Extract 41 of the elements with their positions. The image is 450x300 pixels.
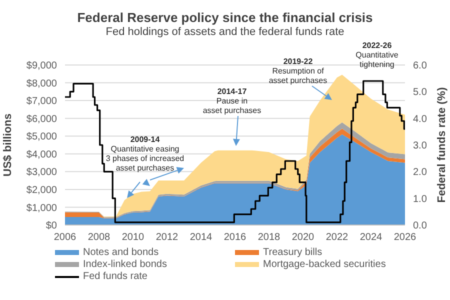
y2-axis-title: Federal funds rate (%) [436,86,448,203]
y-tick-label: $7,000 [26,96,58,108]
legend-label: Fed funds rate [83,271,148,282]
x-tick-label: 2016 [224,232,247,244]
x-tick-label: 2024 [360,232,383,244]
annotation: 2022-26 Quantitative tightening [356,41,399,69]
annotation: 2019-22 Resumption of asset purchases [268,57,328,85]
annotation: 2014-17 Pause in asset purchases [202,87,262,115]
annotation: 2009-14 Quantitative easing 3 phases of increased asset purchases [106,135,184,172]
legend-label: Notes and bonds [83,247,159,258]
y-axis-title: US$ billions [2,114,14,176]
y-tick-label: $9,000 [26,60,58,72]
legend-label: Treasury bills [263,247,322,258]
x-tick-label: 2018 [258,232,281,244]
y2-tick-label: 5.0 [413,87,428,98]
y2-tick-label: 4.0 [413,114,428,125]
y-tick-label: $5,000 [26,132,58,143]
y-tick-label: $1,000 [26,202,58,214]
y-tick-label: $8,000 [26,78,58,90]
legend-label: Index-linked bonds [83,259,167,270]
x-tick-label: 2010 [122,232,145,244]
x-tick-label: 2006 [54,232,77,244]
x-tick-label: 2022 [326,232,349,244]
y-tick-label: $0 [46,220,58,232]
y-tick-label: $6,000 [26,114,58,125]
x-tick-label: 2014 [190,232,213,244]
chart-title: Federal Reserve policy since the financial crisis [76,10,374,25]
y2-tick-label: 1.0 [413,194,428,205]
legend-label: Mortgage-backed securities [263,259,386,270]
y2-tick-label: 3.0 [413,140,428,152]
y-tick-label: $2,000 [26,184,58,196]
x-tick-label: 2008 [88,232,111,244]
x-tick-label: 2012 [156,232,179,244]
x-tick-label: 2020 [292,232,315,244]
y2-tick-label: 2.0 [413,167,428,178]
y-tick-label: $3,000 [26,167,58,178]
y2-tick-label: 6.0 [413,60,428,72]
x-tick-label: 2026 [394,232,417,244]
chart-subtitle: Fed holdings of assets and the federal funds rate [104,26,346,38]
y2-tick-label: 0.0 [413,220,428,232]
y-tick-label: $4,000 [26,149,58,160]
